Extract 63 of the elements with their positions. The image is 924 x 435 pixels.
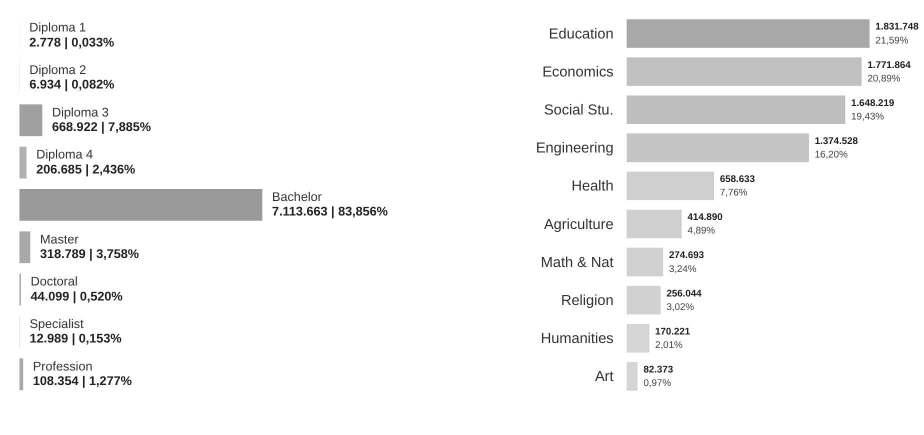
y-tick-label: Agriculture xyxy=(544,216,614,233)
data-label: 7.113.663 | 83,856% xyxy=(272,204,388,219)
bar xyxy=(626,134,809,162)
annotation: 3,24% xyxy=(668,264,697,275)
bar xyxy=(626,362,638,391)
y-tick-label: Engineering xyxy=(536,140,614,157)
annotation: 4,89% xyxy=(688,226,716,237)
y-tick-label: Economics xyxy=(542,64,614,80)
bar xyxy=(626,95,846,124)
category-label: Diploma 4 xyxy=(36,148,94,162)
data-label: 1.648.219 xyxy=(851,98,895,109)
data-label: 1.374.528 xyxy=(814,136,859,147)
annotation: 20,89% xyxy=(867,73,901,84)
data-label: 256.044 xyxy=(666,288,702,300)
annotation: 19,43% xyxy=(851,111,884,122)
data-label: 2.778 | 0,033% xyxy=(29,35,114,50)
bar xyxy=(19,104,42,136)
data-label: 1.831.748 xyxy=(875,22,920,33)
annotation: 0,97% xyxy=(643,378,672,390)
data-label: 108.354 | 1,277% xyxy=(32,374,132,388)
category-label: Profession xyxy=(32,359,93,374)
bar xyxy=(19,146,26,178)
bar xyxy=(626,19,870,48)
data-label: 1.771.864 xyxy=(867,60,912,71)
category-label: Diploma 3 xyxy=(52,105,109,120)
data-label: 12.989 | 0,153% xyxy=(30,332,122,346)
bar xyxy=(626,172,714,200)
y-tick-label: Health xyxy=(571,178,614,195)
bar xyxy=(19,189,262,221)
y-tick-label: Art xyxy=(594,369,614,386)
bar xyxy=(626,210,682,238)
data-label: 318.789 | 3,758% xyxy=(40,246,140,261)
bar xyxy=(626,57,862,86)
data-label: 82.373 xyxy=(643,364,674,376)
annotation: 21,59% xyxy=(875,35,909,46)
category-label: Master xyxy=(40,232,79,246)
y-tick-label: Religion xyxy=(560,292,614,309)
annotation: 2,01% xyxy=(655,340,683,351)
data-label: 170.221 xyxy=(655,326,691,338)
category-label: Doctoral xyxy=(30,274,78,289)
annotation: 3,02% xyxy=(666,302,694,313)
annotation: 7,76% xyxy=(720,188,748,199)
data-label: 44.099 | 0,520% xyxy=(30,289,123,304)
bar xyxy=(626,324,650,352)
bar xyxy=(19,231,30,264)
category-label: Diploma 1 xyxy=(29,20,86,35)
y-tick-label: Education xyxy=(548,26,614,42)
data-label: 274.693 xyxy=(668,250,705,262)
y-tick-label: Humanities xyxy=(540,331,614,348)
bar xyxy=(626,248,664,276)
bar xyxy=(19,358,24,390)
annotation: 16,20% xyxy=(814,150,848,161)
bar xyxy=(626,286,661,314)
data-label: 658.633 xyxy=(720,174,756,185)
category-label: Bachelor xyxy=(272,190,322,204)
category-label: Specialist xyxy=(30,317,84,332)
y-tick-label: Math & Nat xyxy=(540,254,614,271)
category-label: Diploma 2 xyxy=(29,63,86,78)
data-label: 414.890 xyxy=(688,212,723,224)
data-label: 6.934 | 0,082% xyxy=(29,78,114,92)
y-tick-label: Social Stu. xyxy=(544,102,614,119)
data-label: 668.922 | 7,885% xyxy=(52,120,152,134)
data-label: 206.685 | 2,436% xyxy=(36,162,136,176)
